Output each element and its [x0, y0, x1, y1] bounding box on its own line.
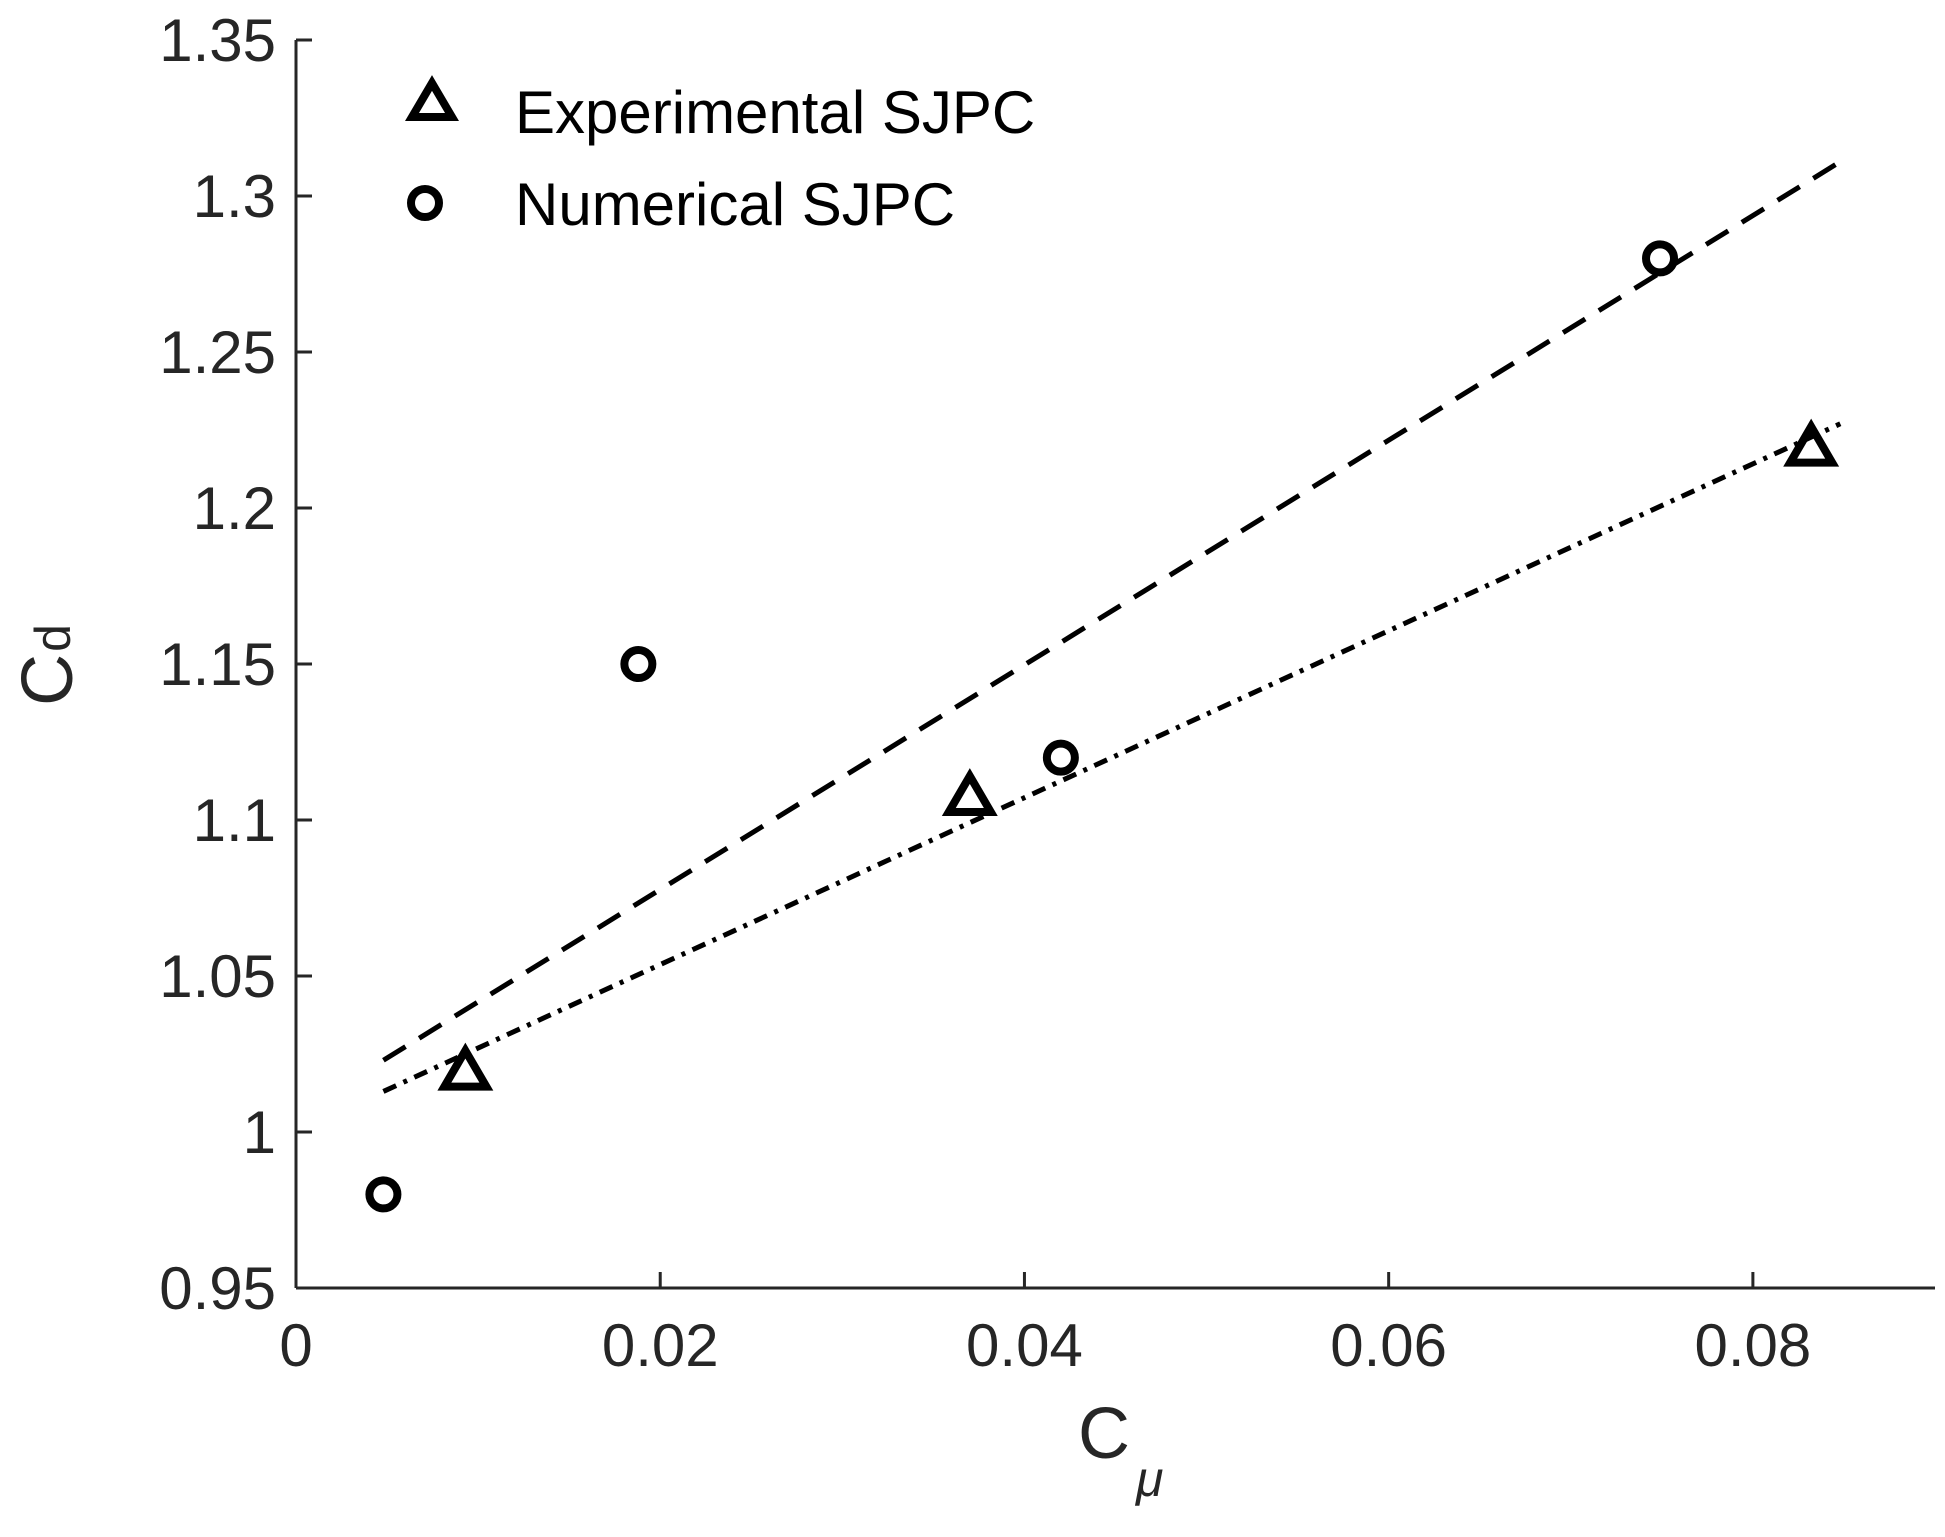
fit-line-dash-dot [382, 421, 1842, 1094]
legend-triangle-marker [405, 75, 459, 121]
x-axis-title-main: C [1078, 1394, 1130, 1474]
x-tick-label: 0 [279, 1312, 312, 1379]
x-tick-label: 0.08 [1694, 1312, 1811, 1379]
y-axis-title-main: C [8, 654, 88, 706]
x-tick-label: 0.02 [602, 1312, 719, 1379]
legend: Experimental SJPC Numerical SJPC [405, 75, 1035, 238]
numerical-point [1042, 739, 1079, 776]
y-ticks: 0.95 1 1.05 1.1 1.15 1.2 1.25 1.3 1.35 [159, 7, 312, 1322]
legend-label-numerical: Numerical SJPC [515, 171, 955, 238]
y-tick-label: 1.05 [159, 943, 276, 1010]
numerical-point [620, 646, 657, 682]
y-tick-label: 1.25 [159, 319, 276, 386]
numerical-point [1642, 240, 1679, 277]
y-axis-title: Cd [8, 624, 88, 706]
x-axis-title: Cμ [1078, 1394, 1163, 1507]
x-tick-label: 0.06 [1330, 1312, 1447, 1379]
y-tick-label: 1.3 [193, 163, 276, 230]
experimental-point [1783, 418, 1840, 467]
y-tick-label: 0.95 [159, 1255, 276, 1322]
data-markers [365, 240, 1840, 1213]
fit-lines [382, 159, 1842, 1094]
legend-label-experimental: Experimental SJPC [515, 79, 1035, 146]
y-tick-label: 1.1 [193, 787, 276, 854]
y-tick-label: 1 [243, 1099, 276, 1166]
y-tick-label: 1.2 [193, 475, 276, 542]
x-tick-label: 0.04 [966, 1312, 1083, 1379]
y-axis-title-subscript: d [25, 624, 81, 652]
fit-line-dashed [382, 159, 1842, 1063]
y-tick-label: 1.35 [159, 7, 276, 74]
x-ticks: 0 0.02 0.04 0.06 0.08 [279, 1272, 1811, 1379]
y-tick-label: 1.15 [159, 631, 276, 698]
x-axis-title-subscript: μ [1134, 1451, 1163, 1507]
experimental-point [941, 768, 998, 817]
experimental-point [437, 1042, 494, 1091]
legend-circle-marker [407, 185, 443, 221]
numerical-point [365, 1176, 402, 1213]
